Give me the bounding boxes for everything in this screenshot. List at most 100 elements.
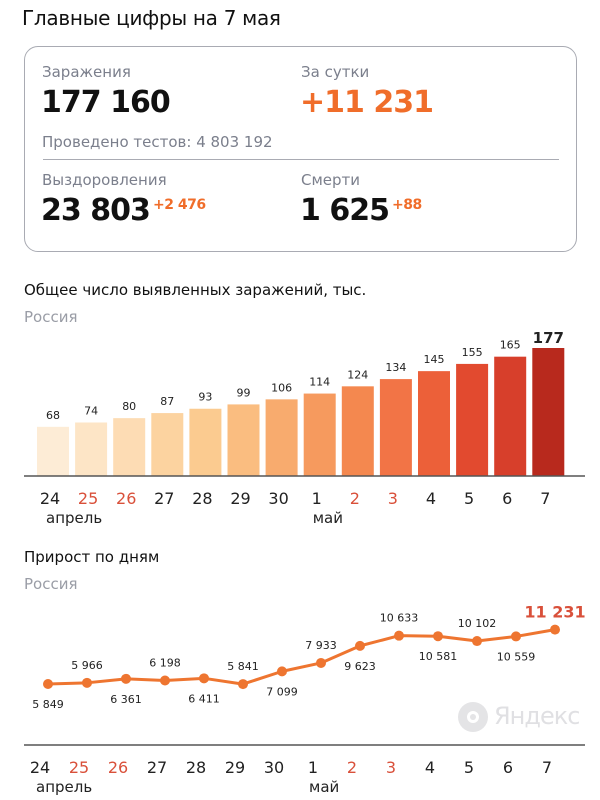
infections-value: 177 160 [41,85,171,120]
bar-value-label: 165 [500,339,521,352]
recoveries-value: 23 803 [41,193,151,228]
x-tick-label: 1 [312,489,322,508]
bar-chart-title: Общее число выявленных заражений, тыс. [24,281,367,299]
data-label: 5 849 [32,698,64,711]
data-label: 10 102 [458,617,497,630]
month-label: май [313,509,343,527]
x-tick-label: 5 [464,758,474,777]
x-tick-label: 6 [502,489,512,508]
x-tick-label: 27 [147,758,167,777]
x-tick-label: 6 [503,758,513,777]
bar-value-label: 80 [122,400,136,413]
bar [113,418,146,476]
x-tick-label: 28 [192,489,212,508]
bar-value-label: 74 [84,404,98,417]
bar [189,408,222,476]
x-tick-label: 29 [225,758,245,777]
data-label: 5 841 [227,660,259,673]
bar [151,413,184,476]
x-tick-label: 1 [308,758,318,777]
bar-value-label: 87 [160,395,174,408]
line-chart-subtitle: Россия [24,575,78,593]
x-tick-label: 25 [69,758,89,777]
bar-value-label: 124 [347,368,368,381]
x-tick-label: 2 [347,758,357,777]
data-point [355,640,365,651]
deaths-delta: +88 [392,197,422,213]
data-point [43,679,53,689]
bar-value-label: 155 [462,346,483,359]
x-tick-label: 7 [540,489,550,508]
bar [265,399,298,476]
line-chart-title: Прирост по дням [24,548,160,566]
bar-value-label: 145 [424,353,445,366]
data-point [550,624,560,635]
recoveries-label: Выздоровления [42,171,167,189]
watermark-text: Яндекс [494,702,580,730]
x-tick-label: 28 [186,758,206,777]
data-label: 6 411 [188,692,220,705]
month-label: май [309,778,339,796]
data-point [394,630,404,641]
series-line [47,628,556,686]
yandex-logo-icon [458,702,488,732]
bar-value-label: 99 [237,386,251,399]
bar [418,371,450,476]
deaths-label: Смерти [301,171,361,189]
bar [532,348,565,476]
daily-label: За сутки [301,63,370,81]
data-point [121,673,131,684]
x-tick-label: 29 [230,489,250,508]
tests-text: Проведено тестов: 4 803 192 [42,133,273,151]
line-chart: 5 849 5 966 6 361 6 198 6 411 5 841 7 099 7 933… [24,603,586,796]
bar-value-label: 114 [309,376,330,389]
data-label: 7 933 [305,639,337,652]
x-tick-label: 2 [350,489,360,508]
data-label: 10 559 [497,650,536,663]
data-label: 10 633 [380,612,419,625]
bar-chart-subtitle: Россия [24,308,78,326]
data-point [199,673,209,684]
bar [456,363,489,476]
summary-card: Заражения 177 160 За сутки +11 231 Прове… [24,46,577,252]
daily-value: +11 231 [300,85,434,120]
data-point [238,679,248,690]
data-label: 5 966 [71,659,103,672]
x-tick-label: 30 [268,489,288,508]
bar [75,422,108,476]
bar-value-label: 93 [198,391,212,404]
x-tick-label: 3 [386,758,396,777]
bar-value-label: 68 [46,409,60,422]
bar [303,393,336,476]
x-tick-label: 25 [78,489,98,508]
data-point [277,666,287,677]
x-tick-label: 26 [108,758,128,777]
data-label: 9 623 [344,660,376,673]
data-point [160,675,170,686]
data-label: 6 361 [110,693,142,706]
x-tick-label: 3 [388,489,398,508]
x-tick-label: 24 [40,489,60,508]
page-title: Главные цифры на 7 мая [22,6,281,30]
data-label: 6 198 [149,656,181,669]
bar [379,379,412,476]
bar [227,404,260,476]
bar-value-label: 134 [385,361,406,374]
data-point [472,636,482,647]
x-tick-label: 5 [464,489,474,508]
month-label: апрель [36,778,92,796]
x-tick-label: 7 [542,758,552,777]
recoveries-delta: +2 476 [153,197,206,213]
x-tick-label: 30 [264,758,284,777]
bar-value-label: 177 [533,330,564,347]
divider [43,159,559,160]
x-tick-label: 26 [116,489,136,508]
bar-value-label: 106 [271,381,292,394]
bar [37,426,69,476]
x-tick-label: 27 [154,489,174,508]
x-tick-label: 4 [426,489,436,508]
month-label: апрель [46,509,102,527]
x-tick-label: 24 [30,758,50,777]
infections-label: Заражения [42,63,131,81]
